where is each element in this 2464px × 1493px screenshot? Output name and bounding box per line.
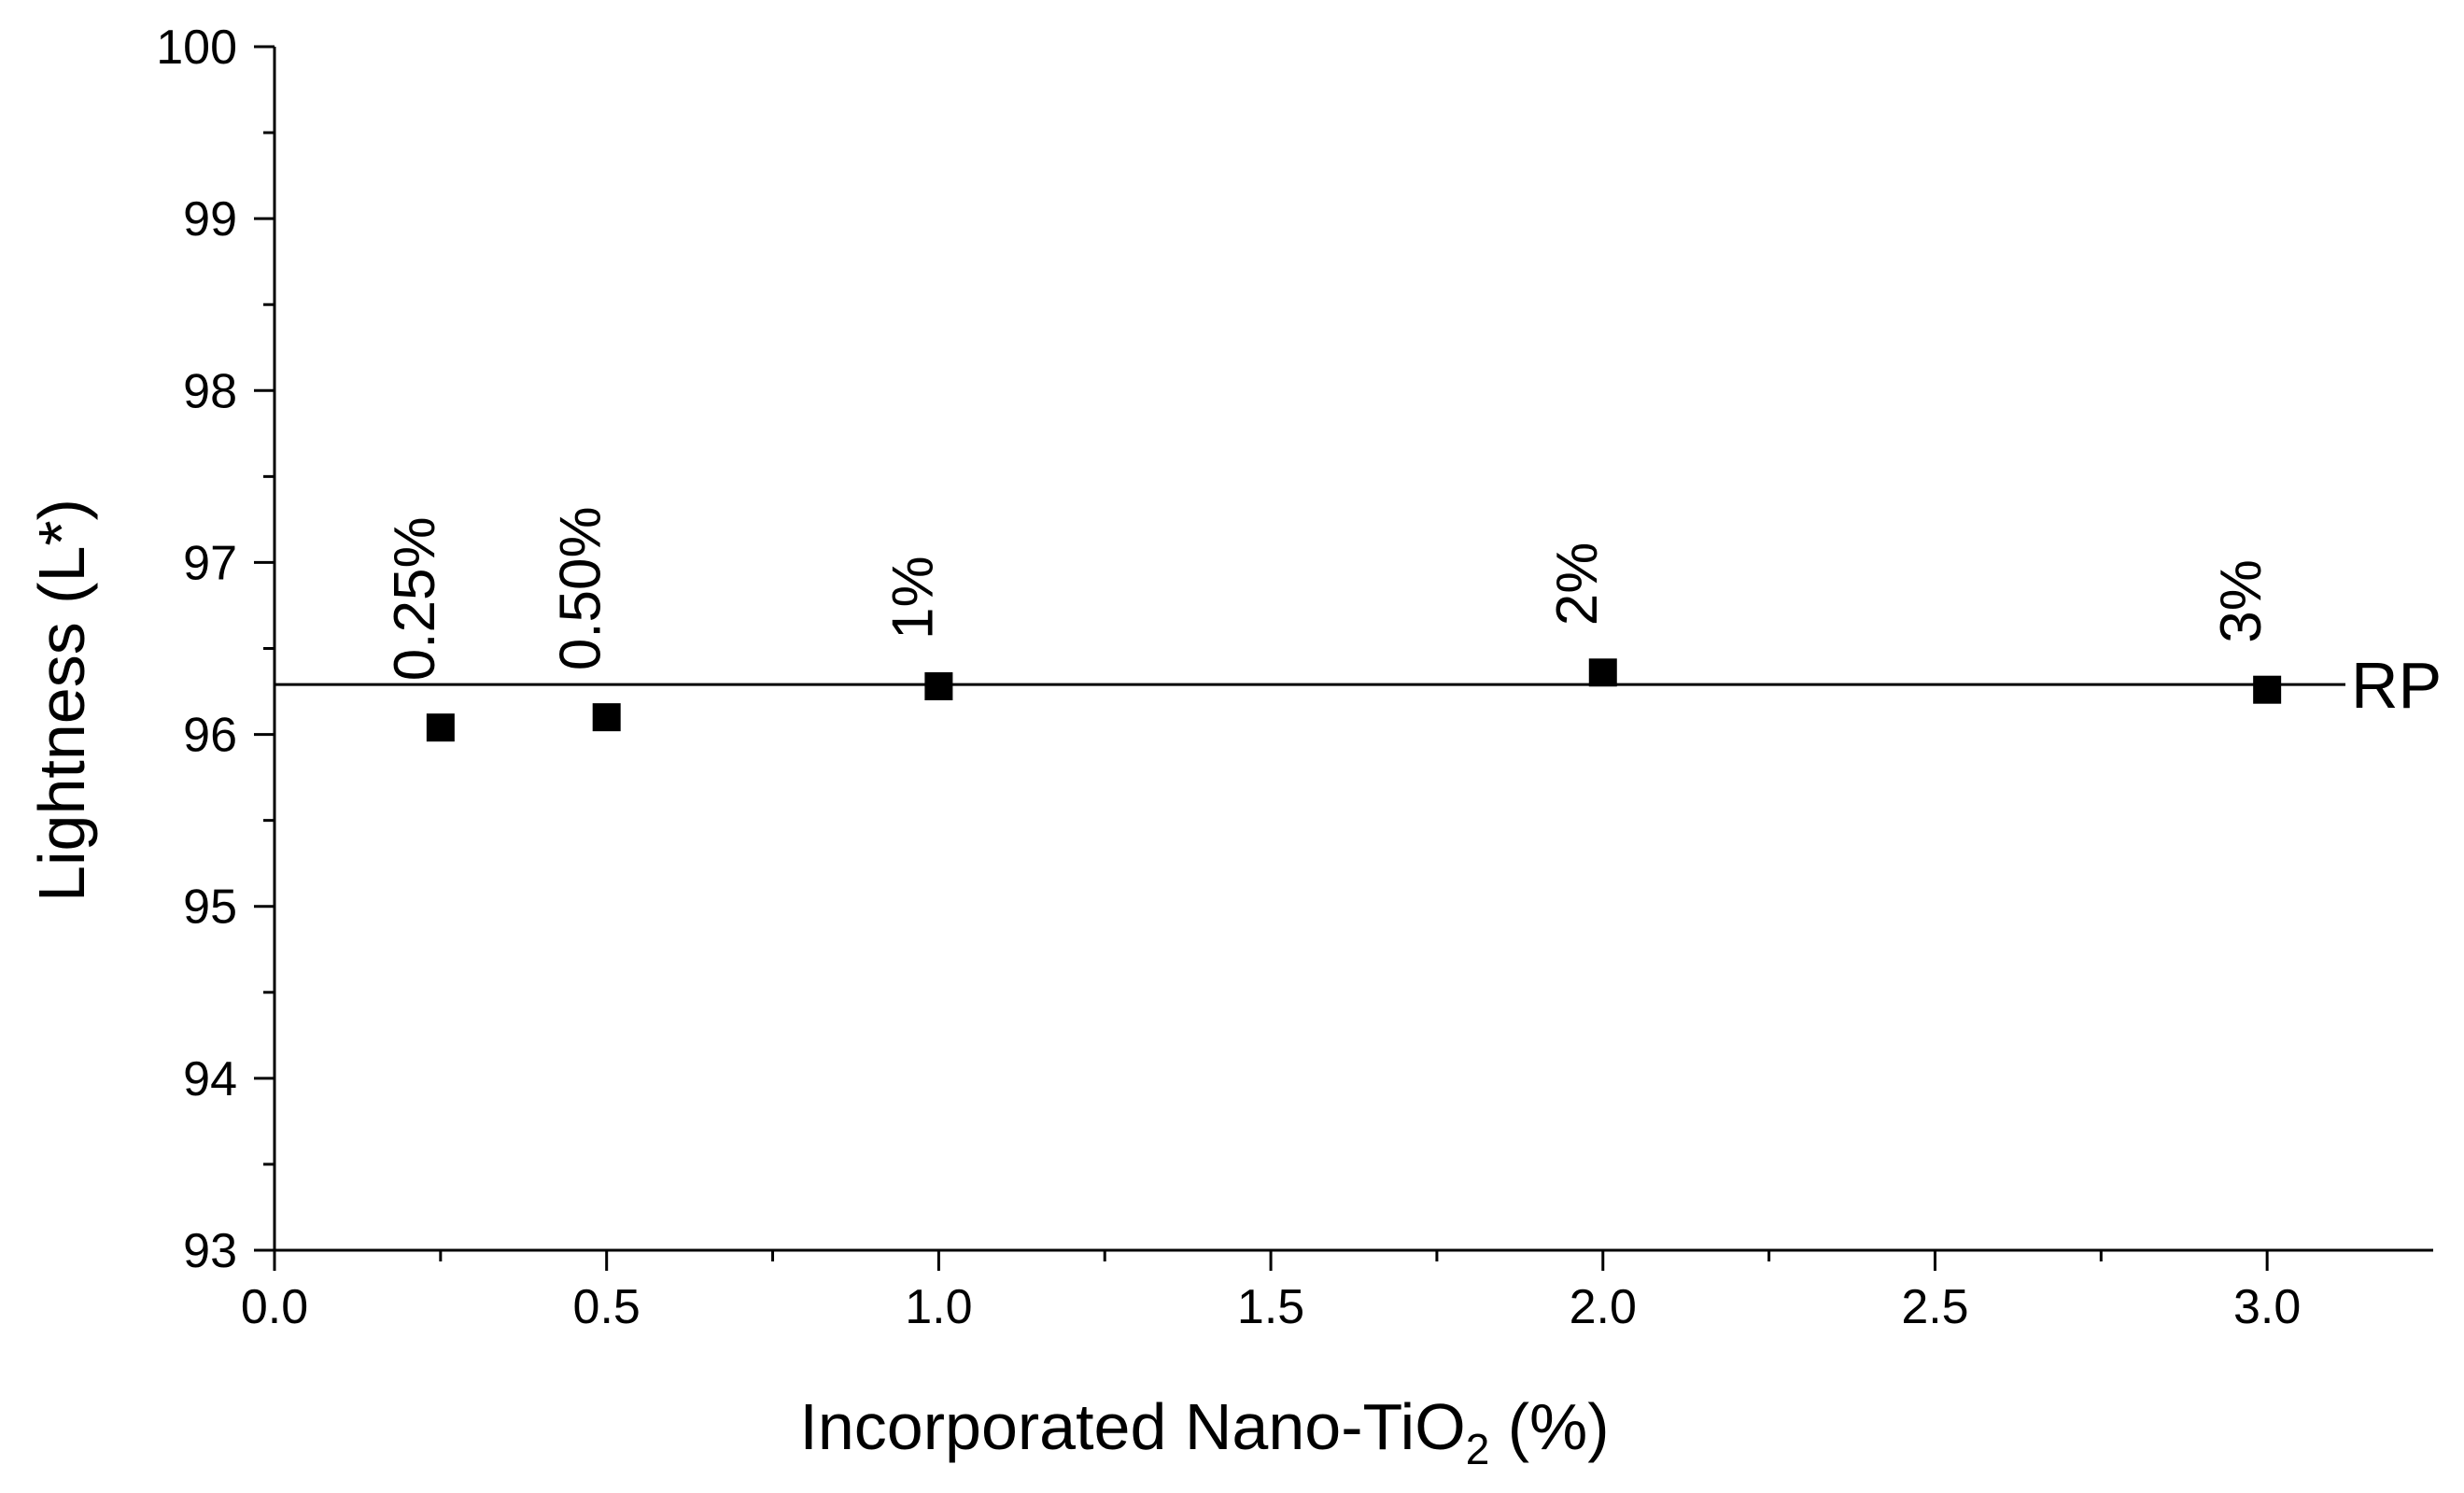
axes: 93 94 95 96 97 98 99 100 0.0 0.5 1.0 1.5 2.0 2.5 3.0 [156,21,2433,1334]
data-points [426,658,2282,742]
x-axis-title: Incorporated Nano-TiO2 (%) [799,1390,1609,1473]
x-tick-label: 2.5 [1901,1280,1968,1334]
y-tick-label: 93 [183,1224,237,1278]
x-tick-label: 1.0 [905,1280,972,1334]
data-point-label: 1% [880,556,945,640]
data-point [592,703,621,732]
y-tick-label: 98 [183,364,237,418]
data-point-label: 3% [2209,559,2274,643]
data-point [1588,658,1617,687]
y-tick-label: 97 [183,536,237,590]
data-point [426,713,455,742]
y-tick-label: 96 [183,709,237,763]
y-axis-title: Lightness (L*) [25,499,98,902]
x-tick-label: 3.0 [2233,1280,2301,1334]
x-tick-label: 0.5 [573,1280,641,1334]
y-tick-label: 99 [183,192,237,246]
x-axis-title-suffix: (%) [1489,1390,1609,1463]
x-axis-title-subscript: 2 [1466,1425,1490,1473]
x-tick-label: 0.0 [241,1280,308,1334]
data-point-label: 0.25% [383,516,447,681]
reference-line-label: RP [2351,649,2442,722]
data-point-label: 0.50% [549,506,613,670]
x-axis-title-main: Incorporated Nano-TiO [799,1390,1465,1463]
data-point-label: 2% [1545,542,1610,627]
y-tick-label: 95 [183,880,237,935]
reference-line-group: RP [275,649,2442,722]
point-labels: 0.25% 0.50% 1% 2% 3% [383,506,2274,681]
x-tick-label: 2.0 [1570,1280,1637,1334]
y-tick-label: 94 [183,1052,237,1106]
x-tick-label: 1.5 [1237,1280,1304,1334]
y-tick-label: 100 [156,21,237,75]
data-point [2253,675,2282,704]
data-point [924,672,953,701]
